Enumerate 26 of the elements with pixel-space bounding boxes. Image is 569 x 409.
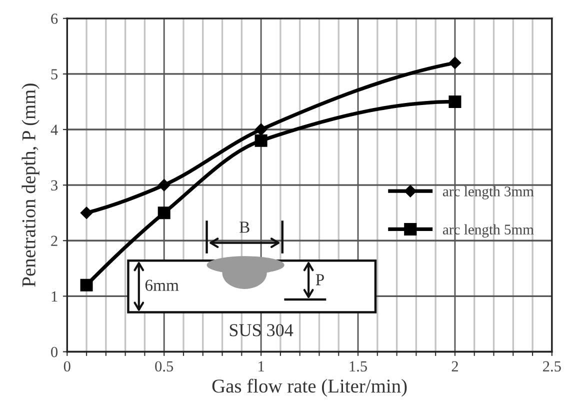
point bbox=[254, 123, 268, 136]
y-tick-label: 6 bbox=[51, 14, 58, 24]
point bbox=[80, 278, 93, 292]
annotation: B bbox=[239, 222, 250, 233]
annotation: P bbox=[316, 274, 324, 286]
point bbox=[158, 206, 170, 220]
y-tick-label: 3 bbox=[51, 180, 58, 191]
point bbox=[448, 56, 462, 69]
y-tick-label: 0 bbox=[51, 346, 58, 358]
x-tick-label: 1.5 bbox=[350, 361, 367, 372]
annotation: 6mm bbox=[145, 280, 179, 291]
x-tick-label: 0 bbox=[64, 361, 70, 372]
y-axis-title: Penetration depth, P (mm) bbox=[22, 84, 40, 287]
x-axis-title: Gas flow rate (Liter/min) bbox=[212, 378, 407, 397]
y-tick-label: 5 bbox=[51, 69, 58, 80]
point bbox=[448, 95, 462, 108]
point bbox=[254, 134, 268, 147]
y-tick-label: 2 bbox=[51, 236, 58, 246]
x-tick-label: 2 bbox=[452, 361, 458, 372]
y-tick-label: 1 bbox=[52, 291, 58, 302]
x-tick-label: 2.5 bbox=[543, 361, 561, 372]
point bbox=[80, 206, 93, 219]
x-tick-label: 0.5 bbox=[155, 361, 174, 372]
x-tick-label: 1 bbox=[258, 361, 264, 372]
point bbox=[158, 178, 170, 192]
y-tick-label: 4 bbox=[50, 124, 58, 135]
